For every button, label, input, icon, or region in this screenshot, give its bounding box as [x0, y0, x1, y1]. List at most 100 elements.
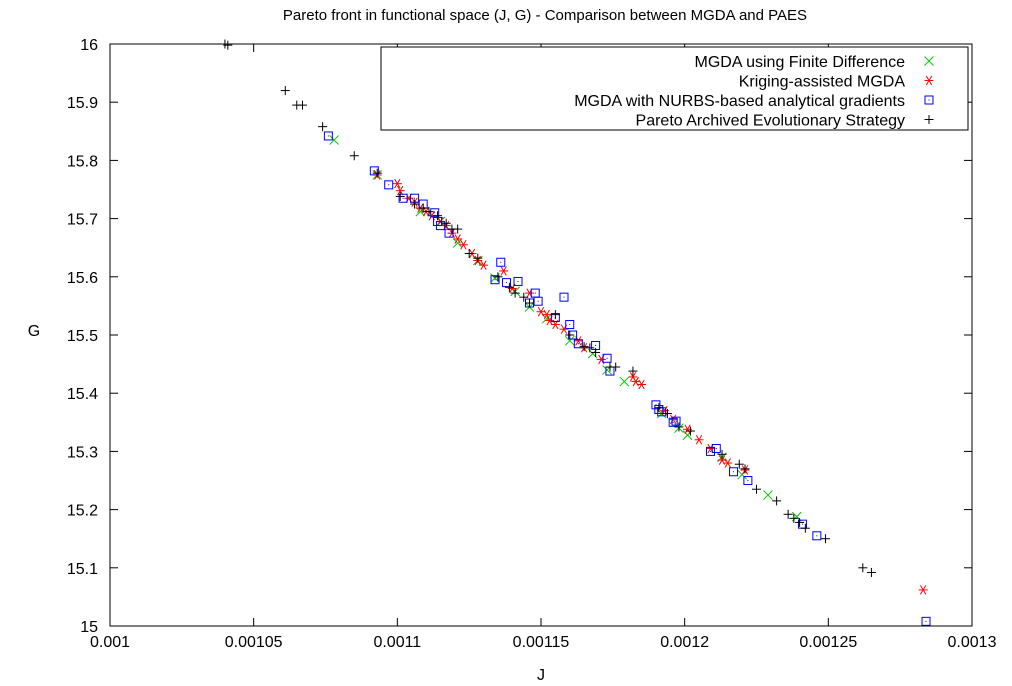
data-point — [479, 260, 489, 270]
data-point — [668, 417, 678, 427]
y-tick-label: 15.7 — [67, 212, 98, 229]
data-point — [418, 203, 428, 213]
data-point — [533, 296, 543, 306]
x-tick-label: 0.0011 — [373, 634, 421, 651]
data-point — [866, 567, 876, 577]
data-point — [435, 221, 445, 231]
data-point — [510, 288, 520, 298]
y-tick-label: 15.6 — [67, 270, 98, 287]
x-axis-label: J — [537, 667, 545, 684]
data-point — [395, 185, 405, 196]
data-point — [525, 298, 535, 308]
data-point — [573, 339, 583, 349]
data-point — [323, 131, 333, 141]
y-tick-label: 15.1 — [67, 561, 98, 578]
x-tick-label: 0.001 — [90, 634, 130, 651]
y-tick-label: 15.2 — [67, 503, 98, 520]
series-2 — [372, 170, 928, 595]
data-point — [795, 517, 805, 527]
data-point — [585, 343, 595, 353]
data-point — [734, 459, 744, 469]
data-point — [453, 234, 463, 244]
y-tick-label: 15.9 — [67, 95, 98, 112]
legend-marker — [924, 75, 934, 86]
data-point — [496, 257, 506, 267]
series-3 — [323, 131, 931, 626]
data-point — [820, 534, 830, 544]
x-tick-label: 0.00115 — [513, 634, 570, 651]
y-tick-label: 15 — [80, 619, 98, 636]
data-point — [789, 513, 799, 523]
data-point — [591, 347, 601, 357]
data-point — [453, 224, 463, 234]
data-point — [559, 324, 569, 334]
x-tick-label: 0.00125 — [799, 634, 857, 651]
data-point — [384, 180, 394, 190]
data-point — [298, 100, 308, 110]
data-point — [668, 414, 678, 425]
data-point — [504, 282, 514, 292]
data-point — [458, 240, 468, 250]
legend-marker — [924, 56, 934, 66]
data-point — [752, 484, 761, 494]
axis-ticks: 0.001 0.00105 0.0011 0.00115 0.0012 0.00125 0.… — [67, 37, 997, 651]
data-point — [654, 403, 664, 413]
data-point — [372, 168, 382, 178]
data-point — [473, 253, 483, 263]
data-point — [763, 490, 773, 500]
data-point — [619, 376, 630, 387]
data-point — [349, 151, 359, 161]
data-point — [743, 476, 753, 485]
data-point — [559, 292, 569, 302]
data-point — [424, 207, 434, 217]
legend-label: MGDA using Finite Difference — [695, 54, 906, 71]
data-point — [223, 40, 233, 50]
data-point — [542, 309, 552, 320]
data-point — [564, 335, 575, 346]
data-point — [490, 275, 500, 285]
data-point — [280, 86, 290, 96]
data-point — [550, 310, 560, 320]
data-point — [858, 563, 868, 573]
y-tick-label: 15.4 — [67, 386, 98, 403]
plot-frame — [109, 43, 973, 627]
x-tick-label: 0.00105 — [225, 634, 283, 651]
data-point — [565, 320, 575, 330]
data-point — [525, 288, 535, 298]
data-point — [662, 409, 672, 419]
data-point — [723, 458, 733, 468]
data-point — [729, 467, 739, 477]
data-point — [499, 266, 509, 276]
data-point — [783, 509, 793, 519]
data-point — [611, 362, 621, 372]
y-tick-label: 15.3 — [67, 444, 98, 461]
data-point — [674, 422, 684, 432]
data-points — [220, 39, 931, 626]
data-point — [711, 443, 721, 453]
data-point — [772, 496, 782, 506]
legend-label: MGDA with NURBS-based analytical gradien… — [574, 93, 905, 110]
legend: MGDA using Finite Difference Kriging-assi… — [380, 46, 969, 131]
data-point — [740, 464, 750, 474]
data-point — [452, 238, 463, 248]
data-point — [369, 166, 379, 176]
legend-marker — [924, 115, 934, 124]
y-tick-label: 16 — [80, 37, 98, 54]
data-point — [430, 208, 440, 218]
x-tick-label: 0.0013 — [948, 634, 997, 651]
data-point — [392, 178, 402, 189]
data-point — [602, 353, 612, 363]
data-point — [921, 616, 931, 626]
data-point — [685, 426, 695, 436]
data-point — [502, 278, 512, 288]
data-point — [464, 249, 474, 259]
data-point — [513, 276, 523, 286]
data-point — [329, 135, 339, 145]
data-point — [433, 211, 443, 221]
data-point — [565, 330, 575, 340]
chart-title: Pareto front in functional space (J, G) … — [283, 7, 807, 24]
legend-box — [380, 46, 969, 131]
series-4 — [220, 39, 876, 577]
y-tick-label: 15.5 — [67, 328, 98, 345]
